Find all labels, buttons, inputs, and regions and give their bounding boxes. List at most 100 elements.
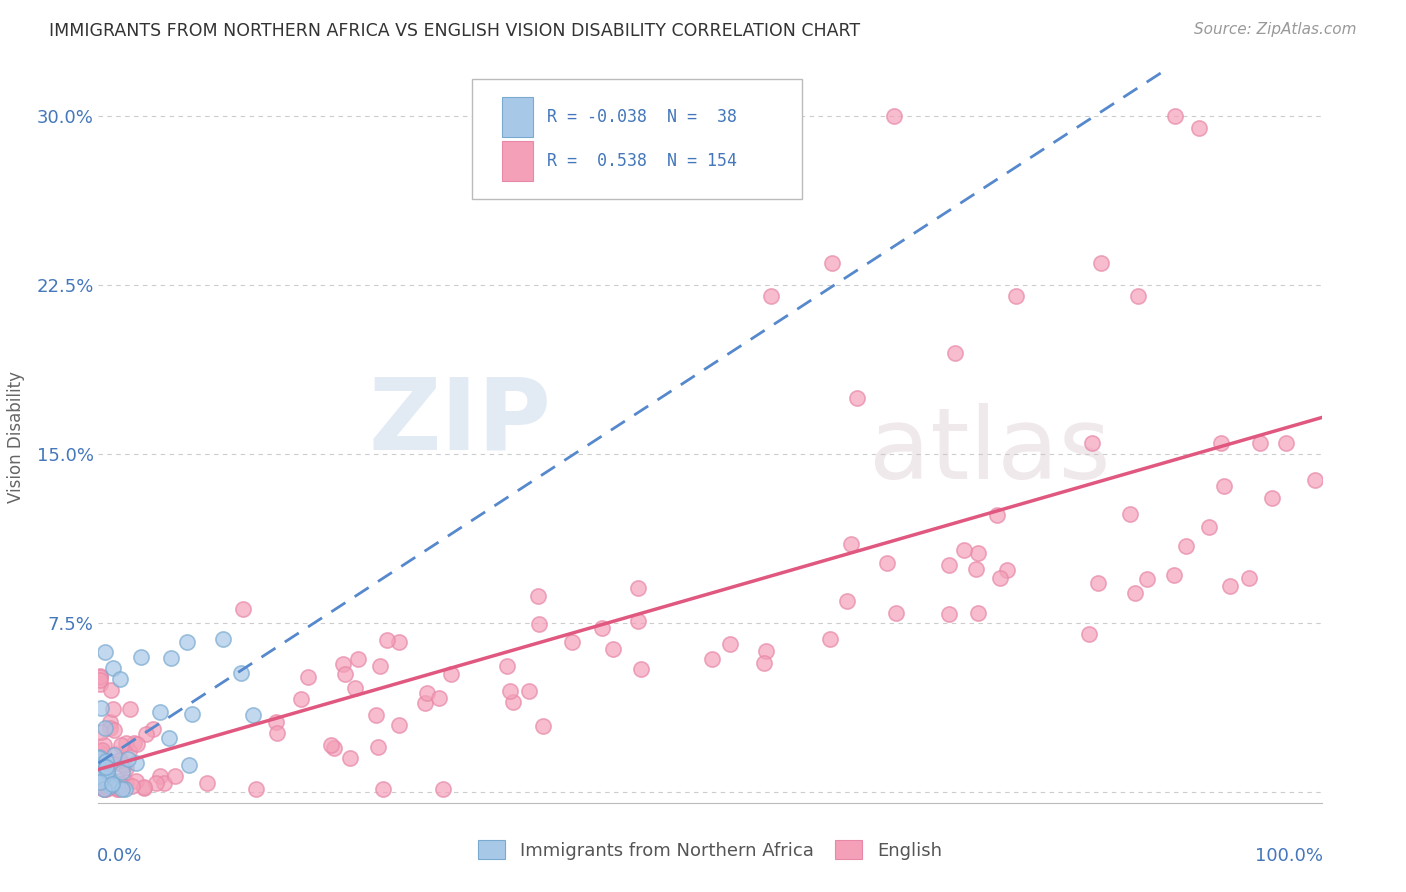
Point (415, 686, 437, 700)
Point (413, 696, 436, 710)
Point (496, 659, 519, 673)
Point (122, 736, 145, 750)
Point (149, 769, 172, 783)
Point (94, 768, 117, 782)
Point (1213, 479, 1236, 493)
Point (89, 745, 111, 759)
Point (943, 345, 966, 359)
Point (346, 652, 368, 666)
Point (375, 632, 398, 647)
Point (884, 606, 907, 620)
Point (1123, 586, 1146, 600)
Point (965, 561, 987, 575)
Point (527, 617, 550, 632)
Point (111, 782, 134, 797)
Point (1004, 289, 1026, 303)
Point (94, 780, 117, 795)
Point (821, 255, 844, 269)
Point (104, 747, 127, 762)
Point (179, 758, 201, 772)
Point (103, 776, 125, 790)
Point (89, 762, 111, 776)
Point (111, 756, 134, 771)
Point (159, 651, 181, 665)
FancyBboxPatch shape (502, 141, 533, 181)
Point (94, 772, 117, 786)
Point (290, 691, 312, 706)
Point (1209, 435, 1232, 450)
Point (93, 768, 115, 782)
Point (96, 777, 118, 791)
Point (125, 774, 148, 789)
Point (104, 780, 127, 794)
Point (93, 782, 115, 797)
Point (1274, 435, 1296, 450)
Point (995, 563, 1018, 577)
Point (1237, 570, 1260, 584)
Point (89, 774, 111, 789)
Point (145, 776, 167, 790)
Point (761, 289, 783, 303)
Point (96, 764, 118, 779)
Point (103, 756, 125, 771)
Point (266, 726, 288, 740)
Point (1219, 578, 1241, 592)
Point (91, 743, 114, 757)
Point (134, 780, 156, 794)
Point (388, 718, 411, 732)
Point (1090, 255, 1112, 269)
Point (101, 661, 124, 675)
Point (93, 778, 115, 792)
Point (339, 751, 361, 765)
Text: 100.0%: 100.0% (1256, 847, 1323, 864)
Point (114, 736, 136, 750)
Point (176, 635, 198, 649)
Point (89, 750, 111, 764)
Point (835, 594, 858, 608)
Point (591, 621, 613, 635)
Point (93, 645, 115, 659)
Point (93, 782, 115, 797)
Point (938, 558, 960, 573)
Point (319, 738, 342, 752)
Point (105, 754, 128, 768)
Text: R = -0.038  N =  38: R = -0.038 N = 38 (547, 108, 737, 126)
Point (90, 700, 112, 714)
Point (718, 637, 741, 651)
Point (335, 666, 357, 681)
Point (364, 708, 387, 723)
Point (755, 644, 778, 658)
Point (440, 666, 463, 681)
Point (387, 635, 409, 649)
Point (100, 722, 122, 736)
Point (91, 770, 114, 784)
Point (93, 738, 115, 752)
Point (149, 705, 172, 719)
Point (93, 779, 115, 793)
Point (112, 757, 135, 772)
Point (938, 607, 960, 621)
Point (432, 782, 454, 797)
Point (103, 747, 125, 762)
Point (93, 765, 115, 780)
Point (101, 777, 124, 791)
Point (839, 537, 862, 551)
Point (1164, 109, 1187, 123)
Point (97, 780, 120, 795)
Point (90, 757, 112, 772)
Point (752, 656, 775, 670)
Point (297, 670, 319, 684)
Point (93, 780, 115, 795)
Point (129, 649, 152, 664)
Point (1135, 572, 1157, 586)
Point (373, 782, 395, 797)
Text: ZIP: ZIP (368, 374, 551, 471)
Point (105, 781, 128, 796)
Point (627, 614, 650, 628)
Point (967, 546, 990, 560)
Point (368, 659, 391, 673)
Legend: Immigrants from Northern Africa, English: Immigrants from Northern Africa, English (471, 833, 949, 867)
Point (332, 657, 354, 672)
Point (876, 556, 898, 570)
Point (89, 776, 111, 790)
